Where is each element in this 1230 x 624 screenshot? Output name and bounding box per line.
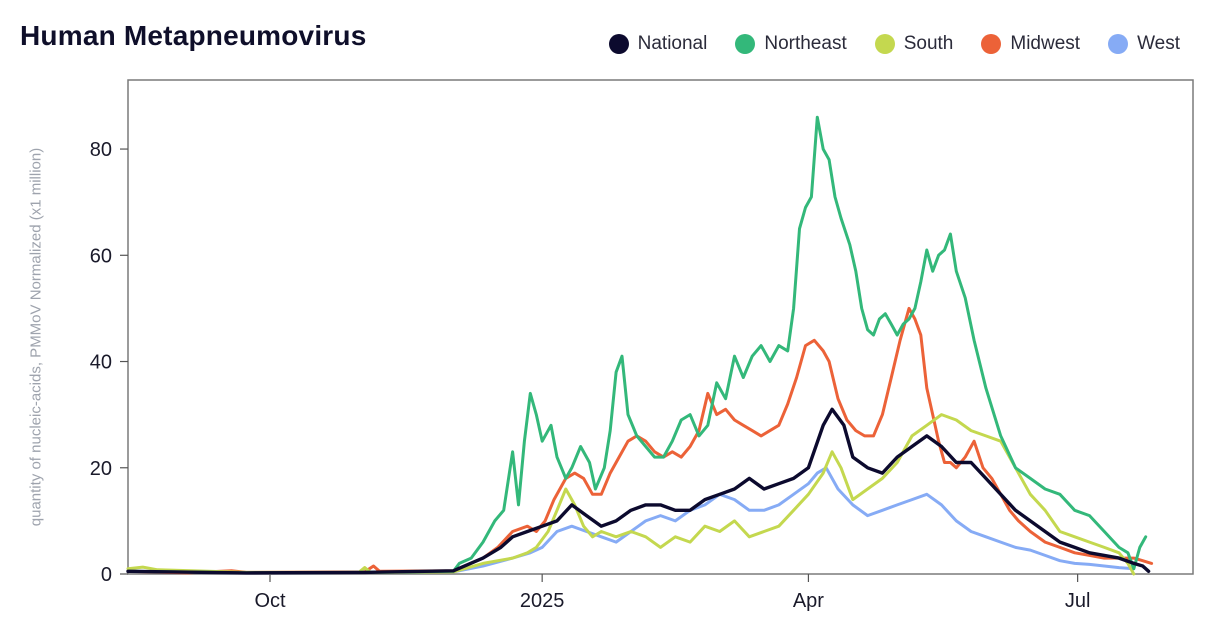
legend-label-west: West	[1137, 33, 1180, 54]
legend-item-south[interactable]: South	[874, 33, 954, 55]
legend-label-national: National	[637, 33, 708, 54]
y-tick-label-20: 20	[90, 458, 112, 480]
legend-dot-south	[874, 34, 895, 54]
y-tick-label-40: 40	[90, 352, 112, 374]
legend-label-northeast: Northeast	[764, 33, 847, 54]
y-tick-label-60: 60	[90, 245, 112, 267]
series-layer	[126, 115, 1154, 576]
x-tick-label-oct: Oct	[254, 590, 286, 612]
legend-label-midwest: Midwest	[1010, 33, 1081, 54]
legend-item-west[interactable]: West	[1108, 33, 1180, 55]
axis-layer: 0 20 40 60 80 Oct 2025 Apr Jul	[90, 139, 1091, 612]
x-tick-label-apr: Apr	[793, 590, 824, 612]
legend-item-midwest[interactable]: Midwest	[981, 33, 1080, 55]
x-tick-label-2025: 2025	[520, 590, 565, 612]
legend-dot-northeast	[735, 34, 756, 54]
chart-title: Human Metapneumovirus	[20, 20, 367, 51]
series-line-midwest[interactable]	[126, 306, 1154, 575]
x-tick-label-jul: Jul	[1065, 590, 1091, 612]
series-line-national[interactable]	[126, 407, 1151, 575]
legend-dot-west	[1108, 34, 1129, 54]
y-tick-label-80: 80	[90, 139, 112, 161]
legend-label-south: South	[903, 33, 954, 54]
legend-dot-midwest	[981, 34, 1002, 54]
y-tick-label-0: 0	[101, 564, 112, 586]
series-line-west[interactable]	[126, 466, 1136, 575]
series-line-northeast[interactable]	[126, 115, 1148, 575]
legend-dot-national	[608, 34, 629, 54]
legend-item-national[interactable]: National	[608, 33, 708, 55]
legend-item-northeast[interactable]: Northeast	[735, 33, 847, 55]
plot-frame	[127, 79, 1194, 575]
legend: National Northeast South Midwest West	[608, 33, 1180, 55]
